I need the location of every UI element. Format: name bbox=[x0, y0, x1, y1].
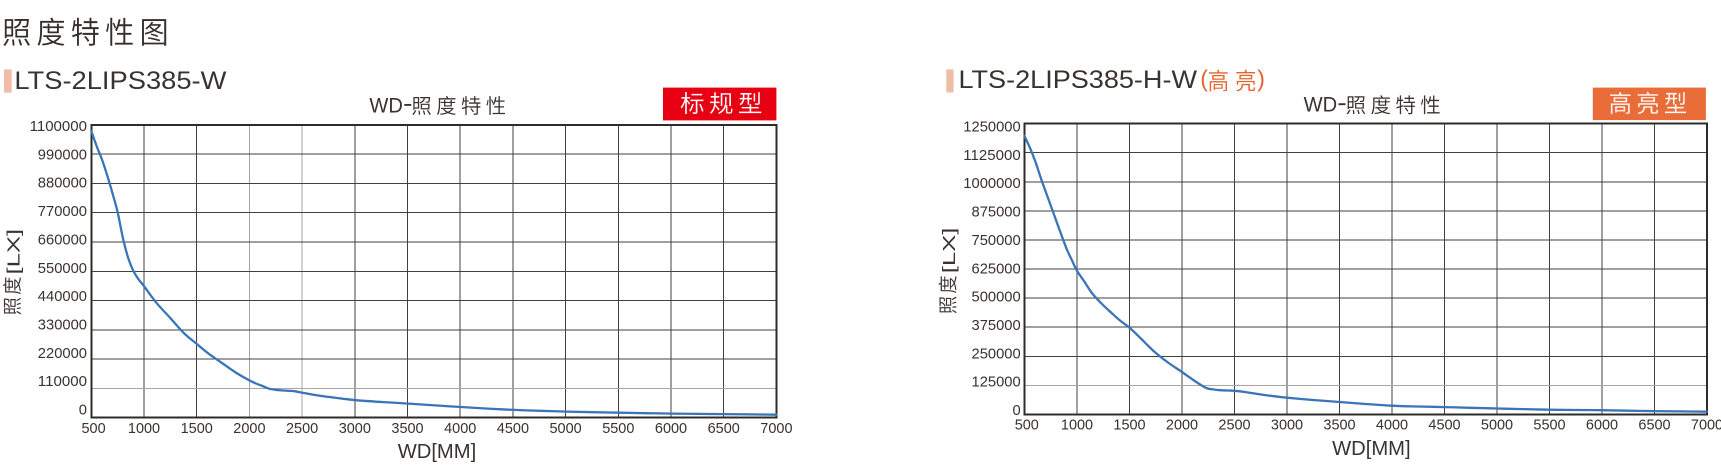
svg-text:0: 0 bbox=[79, 403, 87, 419]
svg-text:1250000: 1250000 bbox=[963, 120, 1020, 136]
svg-text:3000: 3000 bbox=[339, 421, 371, 437]
svg-text:LTS-2LIPS385-W: LTS-2LIPS385-W bbox=[14, 68, 227, 95]
svg-text:2500: 2500 bbox=[286, 421, 318, 437]
svg-text:1500: 1500 bbox=[181, 421, 213, 437]
svg-text:990000: 990000 bbox=[38, 147, 87, 163]
svg-text:5000: 5000 bbox=[550, 421, 582, 437]
svg-text:3500: 3500 bbox=[1323, 418, 1355, 434]
svg-text:WD: WD bbox=[369, 93, 403, 117]
svg-text:(: ( bbox=[1200, 66, 1208, 92]
svg-text:4000: 4000 bbox=[444, 421, 476, 437]
svg-text:WD[MM]: WD[MM] bbox=[398, 441, 477, 463]
svg-text:500000: 500000 bbox=[972, 290, 1021, 306]
svg-text:1000: 1000 bbox=[1061, 418, 1093, 434]
svg-text:4000: 4000 bbox=[1376, 418, 1408, 434]
svg-text:1000000: 1000000 bbox=[963, 176, 1020, 192]
svg-text:3500: 3500 bbox=[391, 421, 423, 437]
svg-text:6500: 6500 bbox=[1638, 418, 1670, 434]
svg-text:250000: 250000 bbox=[972, 346, 1021, 362]
svg-text:6500: 6500 bbox=[708, 421, 740, 437]
svg-text:375000: 375000 bbox=[972, 318, 1021, 334]
svg-text:875000: 875000 bbox=[972, 205, 1021, 221]
svg-text:2500: 2500 bbox=[1218, 418, 1250, 434]
svg-text:5500: 5500 bbox=[1533, 418, 1565, 434]
svg-text:7000: 7000 bbox=[1691, 418, 1721, 434]
svg-text:1125000: 1125000 bbox=[963, 148, 1020, 164]
svg-text:1000: 1000 bbox=[128, 421, 160, 437]
svg-text:1500: 1500 bbox=[1113, 418, 1145, 434]
svg-text:): ) bbox=[1257, 66, 1265, 92]
svg-text:7000: 7000 bbox=[760, 421, 792, 437]
svg-text:110000: 110000 bbox=[38, 374, 87, 390]
svg-text:1100000: 1100000 bbox=[30, 119, 87, 135]
svg-text:2000: 2000 bbox=[233, 421, 265, 437]
svg-text:[LX]: [LX] bbox=[4, 229, 24, 275]
svg-text:500: 500 bbox=[82, 421, 106, 437]
svg-text:3000: 3000 bbox=[1271, 418, 1303, 434]
svg-text:5000: 5000 bbox=[1481, 418, 1513, 434]
svg-text:WD[MM]: WD[MM] bbox=[1332, 438, 1411, 460]
svg-text:550000: 550000 bbox=[38, 261, 87, 277]
svg-text:6000: 6000 bbox=[1586, 418, 1618, 434]
svg-text:6000: 6000 bbox=[655, 421, 687, 437]
svg-text:WD: WD bbox=[1304, 93, 1338, 117]
svg-text:880000: 880000 bbox=[38, 176, 87, 192]
svg-text:5500: 5500 bbox=[602, 421, 634, 437]
svg-text:2000: 2000 bbox=[1166, 418, 1198, 434]
svg-text:770000: 770000 bbox=[38, 204, 87, 220]
svg-text:0: 0 bbox=[1013, 403, 1021, 419]
svg-text:[LX]: [LX] bbox=[939, 228, 959, 274]
svg-text:440000: 440000 bbox=[38, 289, 87, 305]
svg-text:4500: 4500 bbox=[497, 421, 529, 437]
svg-text:330000: 330000 bbox=[38, 318, 87, 334]
svg-text:660000: 660000 bbox=[38, 232, 87, 248]
svg-text:750000: 750000 bbox=[972, 233, 1021, 249]
svg-text:500: 500 bbox=[1015, 418, 1039, 434]
svg-text:4500: 4500 bbox=[1428, 418, 1460, 434]
svg-text:LTS-2LIPS385-H-W: LTS-2LIPS385-H-W bbox=[959, 67, 1198, 94]
svg-text:625000: 625000 bbox=[972, 261, 1021, 277]
svg-text:125000: 125000 bbox=[972, 375, 1021, 391]
svg-text:220000: 220000 bbox=[38, 346, 87, 362]
